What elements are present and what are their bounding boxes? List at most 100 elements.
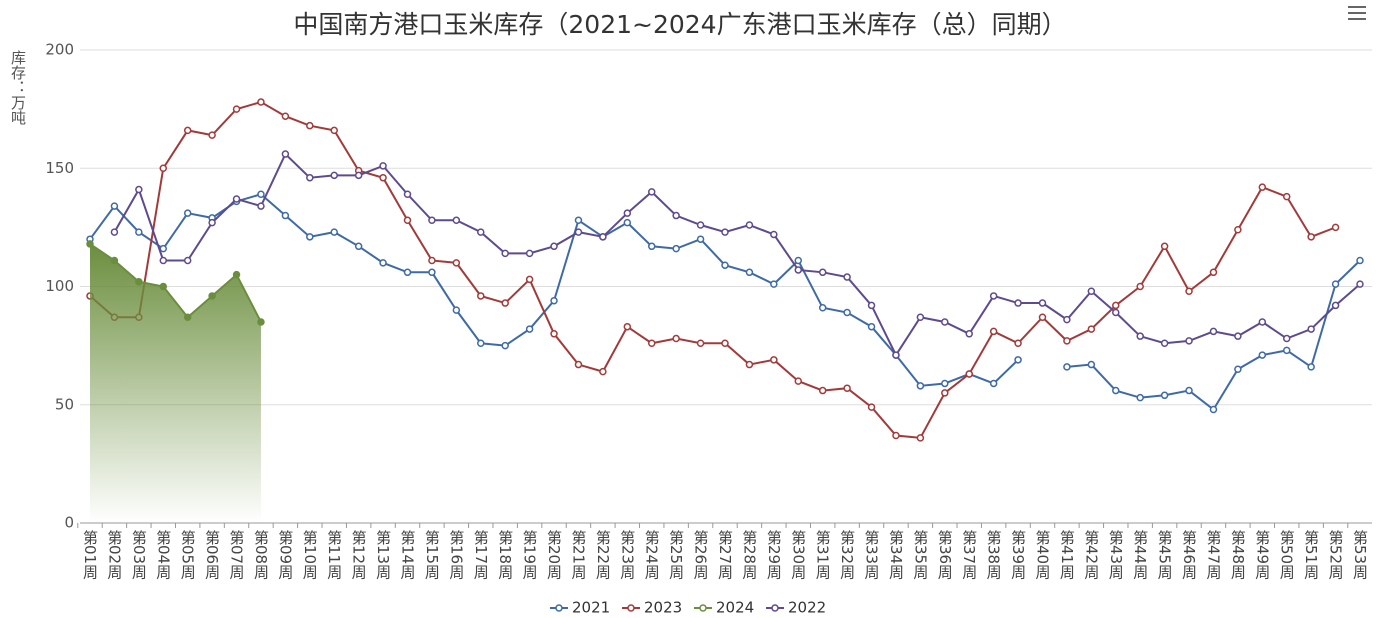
- x-tick-label: 第34周: [887, 529, 905, 580]
- point: [403, 268, 412, 277]
- point: [232, 195, 241, 203]
- point: [1234, 332, 1242, 340]
- x-tick-label: 第19周: [521, 529, 539, 580]
- point: [159, 244, 168, 253]
- y-tick-label: 0: [64, 514, 74, 532]
- x-tick-label: 第39周: [1009, 529, 1027, 580]
- point: [867, 322, 876, 331]
- point: [745, 268, 754, 277]
- point: [1234, 225, 1242, 234]
- x-tick-label: 第12周: [350, 529, 368, 580]
- x-tick-label: 第46周: [1180, 529, 1198, 580]
- x-tick-label: 第28周: [740, 529, 758, 580]
- x-tick-label: 第16周: [447, 529, 465, 580]
- point: [867, 301, 876, 310]
- point: [721, 261, 729, 269]
- x-tick-label: 第03周: [130, 529, 148, 580]
- point: [1356, 280, 1364, 288]
- point: [281, 112, 290, 120]
- point: [941, 318, 949, 326]
- point: [794, 266, 803, 274]
- point: [989, 327, 998, 336]
- menu-icon[interactable]: [1348, 6, 1366, 20]
- point: [330, 171, 338, 180]
- x-tick-label: 第30周: [789, 529, 807, 580]
- point: [672, 334, 680, 343]
- point: [403, 216, 412, 225]
- point: [574, 216, 583, 225]
- point: [1258, 318, 1267, 326]
- point: [721, 228, 729, 236]
- point: [1014, 356, 1022, 364]
- x-tick-label: 第52周: [1327, 529, 1345, 580]
- point: [86, 240, 94, 248]
- x-tick-label: 第17周: [472, 529, 490, 580]
- point: [745, 360, 754, 369]
- x-tick-label: 第51周: [1302, 529, 1320, 580]
- point: [330, 228, 338, 236]
- point: [379, 162, 387, 170]
- point: [892, 351, 900, 359]
- point: [721, 339, 729, 348]
- point: [208, 292, 216, 300]
- point: [843, 308, 851, 317]
- x-tick-label: 第38周: [985, 529, 1003, 580]
- x-tick-label: 第40周: [1034, 529, 1052, 580]
- point: [550, 242, 558, 251]
- x-tick-label: 第41周: [1058, 529, 1076, 580]
- point: [672, 244, 680, 253]
- x-tick-label: 第27周: [716, 529, 734, 580]
- point: [623, 209, 632, 217]
- point: [916, 382, 925, 390]
- point: [1063, 337, 1071, 345]
- x-tick-label: 第35周: [911, 529, 929, 580]
- x-tick-label: 第26周: [692, 529, 710, 580]
- point: [428, 256, 436, 265]
- x-tick-label: 第10周: [301, 529, 319, 580]
- point: [1185, 386, 1193, 395]
- x-tick-label: 第29周: [765, 529, 783, 580]
- point: [159, 164, 168, 172]
- point: [818, 304, 827, 312]
- point: [452, 306, 461, 314]
- point: [183, 209, 192, 217]
- point: [1282, 346, 1291, 355]
- legend-label: 2023: [644, 599, 682, 617]
- point: [1307, 325, 1315, 333]
- x-tick-label: 第37周: [960, 529, 978, 580]
- point: [1185, 287, 1193, 295]
- point: [110, 256, 119, 265]
- point: [1063, 315, 1071, 324]
- point: [330, 126, 338, 135]
- point: [281, 150, 290, 158]
- point: [1307, 233, 1315, 241]
- point: [1087, 360, 1096, 369]
- chart-title: 中国南方港口玉米库存（2021~2024广东港口玉米库存（总）同期）: [293, 10, 1066, 39]
- point: [1331, 223, 1340, 232]
- x-tick-label: 第07周: [228, 529, 246, 580]
- point: [1063, 363, 1071, 371]
- point: [306, 173, 314, 182]
- point: [501, 249, 509, 258]
- point: [770, 230, 778, 239]
- point: [1331, 301, 1340, 310]
- x-tick-label: 第45周: [1156, 529, 1174, 580]
- point: [183, 126, 192, 135]
- x-tick-label: 第15周: [423, 529, 441, 580]
- point: [257, 190, 265, 199]
- x-tick-label: 第43周: [1107, 529, 1125, 580]
- point: [306, 233, 314, 241]
- point: [867, 403, 876, 411]
- point: [1356, 256, 1364, 265]
- point: [1038, 313, 1047, 321]
- point: [818, 268, 827, 277]
- y-axis-label: 库存：万吨: [9, 50, 27, 125]
- point: [135, 228, 143, 236]
- point: [452, 259, 461, 267]
- point: [257, 318, 265, 326]
- point: [232, 270, 241, 279]
- point: [1258, 351, 1267, 359]
- point: [428, 216, 436, 225]
- point: [623, 218, 632, 227]
